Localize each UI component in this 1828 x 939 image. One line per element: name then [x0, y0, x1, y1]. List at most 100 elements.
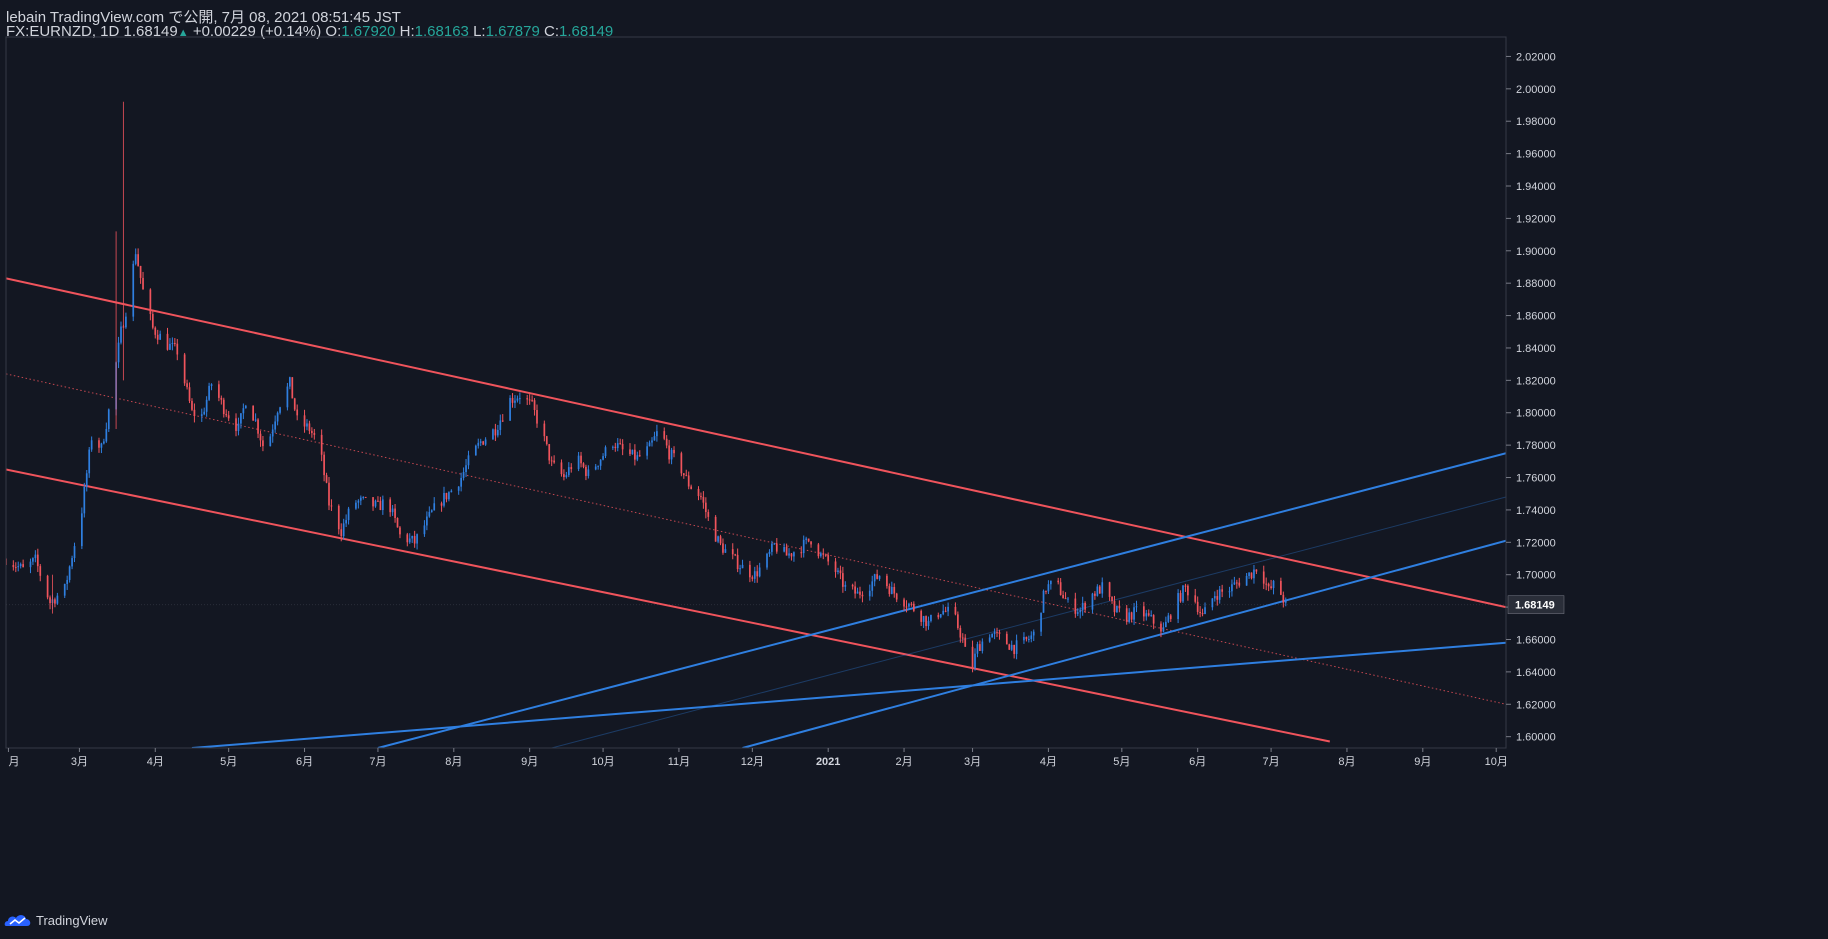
candle-body: [242, 408, 245, 414]
candle-body: [14, 567, 17, 569]
x-tick-label: 12月: [741, 756, 764, 768]
candle-body: [616, 443, 619, 449]
candle-body: [220, 397, 223, 400]
candle-body: [920, 610, 923, 622]
candle-body: [722, 543, 724, 553]
candle-body: [494, 429, 497, 436]
candle-body: [1235, 582, 1238, 584]
candle-body: [1221, 589, 1224, 592]
candle-body: [638, 455, 641, 457]
candle-body: [680, 453, 683, 474]
candle-body: [697, 488, 700, 497]
x-tick-label: 4月: [147, 756, 164, 768]
candle-body: [648, 442, 651, 447]
candle-body: [876, 574, 878, 579]
candle-body: [802, 539, 805, 554]
candle-body: [1128, 612, 1131, 622]
candle-body: [56, 595, 59, 604]
open-label: O:: [325, 23, 342, 40]
candle-body: [682, 473, 685, 476]
candle-body: [345, 520, 347, 524]
candle-body: [71, 558, 73, 567]
candle-body: [837, 570, 839, 573]
x-tick-label: 5月: [220, 756, 237, 768]
publish-info: lebain TradingView.com で公開, 7月 08, 2021 …: [6, 9, 401, 26]
candle-body: [1245, 575, 1248, 586]
candle-body: [619, 443, 622, 445]
footer-brand[interactable]: TradingView: [4, 912, 108, 928]
candle-body: [979, 644, 981, 651]
candle-body: [842, 573, 844, 587]
candle-body: [964, 637, 967, 647]
candle-body: [587, 469, 590, 476]
candle-body: [1216, 596, 1219, 600]
candle-body: [553, 460, 555, 463]
candle-body: [1027, 639, 1030, 641]
candle-body: [188, 387, 191, 401]
candle-body: [166, 333, 169, 350]
candle-body: [1196, 601, 1199, 612]
candle-body: [1177, 593, 1179, 619]
candle-body: [790, 553, 793, 557]
candle-body: [1184, 585, 1187, 587]
candles: [6, 101, 1287, 673]
candle-body: [560, 462, 563, 475]
candle-body: [428, 511, 431, 517]
candle-body: [443, 492, 445, 506]
candle-body: [1040, 612, 1042, 632]
candle-body: [895, 593, 898, 600]
candle-body: [942, 610, 945, 615]
candle-body: [81, 513, 83, 547]
candle-body: [36, 554, 39, 567]
candle-body: [1133, 607, 1135, 620]
x-tick-label: 6月: [296, 756, 313, 768]
candle-body: [939, 614, 942, 618]
candle-body: [1182, 585, 1184, 602]
candle-body: [90, 440, 93, 450]
candle-body: [868, 590, 871, 597]
candle-body: [800, 552, 803, 554]
candle-body: [731, 549, 734, 555]
candle-body: [450, 490, 453, 493]
candle-body: [1282, 594, 1285, 603]
high-value: 1.68163: [414, 23, 469, 40]
low-value: 1.67879: [485, 23, 540, 40]
candle-body: [719, 536, 722, 544]
candle-body: [1010, 644, 1013, 650]
candle-body: [17, 566, 20, 568]
candle-body: [531, 399, 533, 401]
candle-body: [822, 553, 825, 555]
candle-body: [465, 465, 467, 472]
candle-body: [614, 446, 617, 449]
candle-body: [426, 516, 428, 526]
candle-body: [183, 354, 186, 384]
candle-body: [66, 579, 69, 584]
candle-body: [634, 449, 636, 460]
candle-body: [286, 386, 289, 408]
brand-label: TradingView: [36, 912, 108, 928]
candle-body: [665, 438, 668, 446]
candle-body: [347, 508, 350, 521]
candle-body: [191, 400, 193, 410]
candle-body: [1084, 602, 1086, 610]
candle-body: [700, 496, 702, 498]
candle-body: [501, 420, 504, 422]
candle-body: [582, 463, 585, 467]
candle-body: [1248, 572, 1250, 576]
trendline-support-flat: [191, 641, 1506, 748]
candle-body: [817, 544, 820, 557]
candle-body: [1096, 586, 1099, 596]
ohlc-legend: FX:EURNZD, 1D 1.68149▲ +0.00229 (+0.14%)…: [6, 23, 613, 40]
candle-body: [171, 342, 174, 344]
candle-body: [477, 442, 480, 446]
candle-body: [49, 597, 51, 604]
trendlines: [6, 277, 1506, 748]
candle-body: [240, 413, 242, 424]
candle-body: [663, 431, 666, 439]
candle-body: [479, 441, 482, 443]
candle-body: [1118, 605, 1121, 609]
candle-body: [1213, 596, 1216, 599]
candle-body: [1262, 571, 1265, 584]
candle-body: [771, 543, 773, 552]
